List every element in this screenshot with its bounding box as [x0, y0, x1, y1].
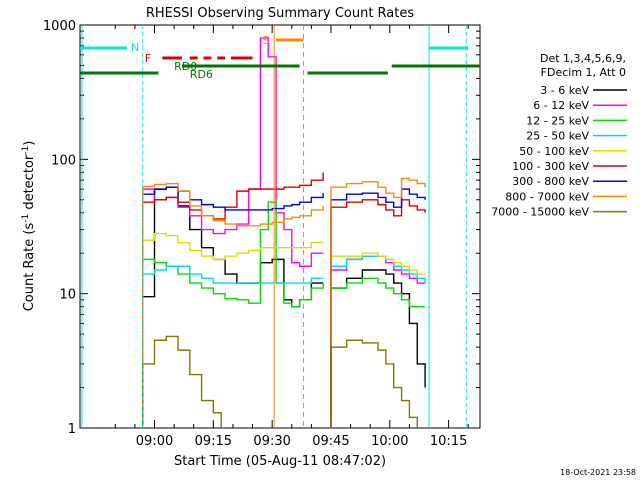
series-line-after-gap-7: [330, 177, 426, 428]
series-line-6: [142, 186, 324, 428]
y-axis-label: Count Rate (s-1 detector-1): [21, 141, 37, 312]
series-line-4: [142, 232, 324, 428]
x-tick-label: 10:00: [371, 434, 408, 449]
timestamp: 18-Oct-2021 23:58: [560, 468, 636, 477]
x-tick-label: 09:00: [136, 434, 173, 449]
legend-header: FDecim 1, Att 0: [541, 66, 626, 79]
x-axis-label: Start Time (05-Aug-11 08:47:02): [174, 454, 386, 469]
series-line-after-gap-2: [330, 277, 426, 428]
series-line-7: [142, 182, 324, 428]
legend-label: 100 - 300 keV: [512, 160, 589, 173]
legend-label: 25 - 50 keV: [526, 130, 589, 143]
legend-label: 800 - 7000 keV: [505, 190, 589, 203]
legend-label: 300 - 800 keV: [512, 175, 589, 188]
legend-label: 50 - 100 keV: [519, 145, 589, 158]
y-tick-label: 1: [68, 422, 76, 437]
y-tick-label: 100: [51, 153, 76, 168]
legend-label: 3 - 6 keV: [540, 84, 589, 97]
rd6-flag-label: RD6: [190, 68, 213, 81]
series-line-3: [142, 265, 324, 428]
x-axis-ticks: 09:00 09:15 09:30 09:45 10:00 10:15: [114, 25, 469, 449]
night-flag-label: N: [131, 41, 139, 54]
x-tick-label: 09:15: [195, 434, 232, 449]
series-layer: [142, 37, 426, 428]
series-line-after-gap-4: [330, 252, 426, 428]
legend-label: 6 - 12 keV: [533, 99, 589, 112]
series-line-after-gap-6: [330, 188, 426, 428]
flare-flag-label: F: [145, 52, 151, 65]
legend: Det 1,3,4,5,6,9,FDecim 1, Att 0 3 - 6 keV…: [491, 52, 627, 219]
rd0-flag-label: RD0: [174, 60, 197, 73]
chart-title: RHESSI Observing Summary Count Rates: [146, 6, 415, 21]
series-line-after-gap-5: [330, 199, 426, 428]
y-axis-ticks: 1 10 100 1000: [43, 19, 480, 437]
y-tick-label: 1000: [43, 19, 76, 34]
x-tick-label: 09:30: [253, 434, 290, 449]
series-line-after-gap-0: [330, 269, 426, 428]
legend-label: 7000 - 15000 keV: [491, 206, 589, 219]
x-tick-label: 09:45: [312, 434, 349, 449]
series-line-5: [142, 172, 324, 428]
series-line-1: [142, 37, 324, 428]
series-line-8: [142, 335, 222, 428]
y-tick-label: 10: [59, 288, 76, 303]
saa-flag-label: S: [262, 34, 269, 47]
series-line-after-gap-8: [330, 339, 418, 428]
legend-label: 12 - 25 keV: [526, 114, 589, 127]
legend-header: Det 1,3,4,5,6,9,: [540, 52, 626, 65]
x-tick-label: 10:15: [430, 434, 467, 449]
plot-frame: [79, 24, 481, 429]
